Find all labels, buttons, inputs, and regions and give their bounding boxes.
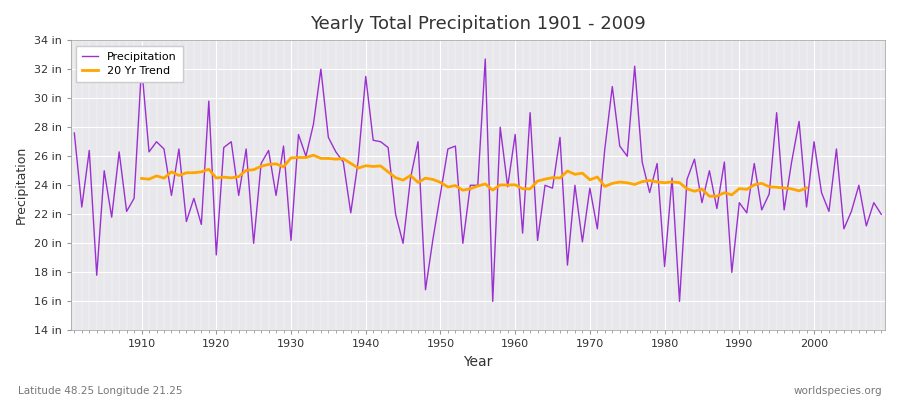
Text: worldspecies.org: worldspecies.org bbox=[794, 386, 882, 396]
Precipitation bbox=[293, 132, 304, 137]
Line: 20 Yr Trend: 20 Yr Trend bbox=[141, 155, 806, 196]
20 Yr Trend bbox=[704, 194, 715, 199]
20 Yr Trend bbox=[308, 153, 319, 158]
Precipitation bbox=[338, 160, 348, 164]
Y-axis label: Precipitation: Precipitation bbox=[15, 146, 28, 224]
20 Yr Trend bbox=[787, 186, 797, 191]
Precipitation bbox=[487, 299, 498, 304]
20 Yr Trend bbox=[697, 187, 707, 192]
Precipitation bbox=[518, 231, 528, 236]
Precipitation bbox=[525, 110, 535, 115]
Precipitation bbox=[129, 196, 140, 201]
20 Yr Trend bbox=[801, 186, 812, 190]
20 Yr Trend bbox=[226, 176, 237, 180]
20 Yr Trend bbox=[346, 161, 356, 166]
Precipitation bbox=[876, 212, 886, 217]
Precipitation bbox=[480, 56, 491, 61]
Text: Latitude 48.25 Longitude 21.25: Latitude 48.25 Longitude 21.25 bbox=[18, 386, 183, 396]
X-axis label: Year: Year bbox=[464, 355, 492, 369]
Title: Yearly Total Precipitation 1901 - 2009: Yearly Total Precipitation 1901 - 2009 bbox=[310, 15, 645, 33]
Line: Precipitation: Precipitation bbox=[75, 59, 881, 301]
Precipitation bbox=[615, 144, 626, 148]
20 Yr Trend bbox=[136, 176, 147, 181]
Legend: Precipitation, 20 Yr Trend: Precipitation, 20 Yr Trend bbox=[76, 46, 183, 82]
20 Yr Trend bbox=[607, 181, 617, 186]
Precipitation bbox=[69, 131, 80, 136]
20 Yr Trend bbox=[719, 190, 730, 195]
